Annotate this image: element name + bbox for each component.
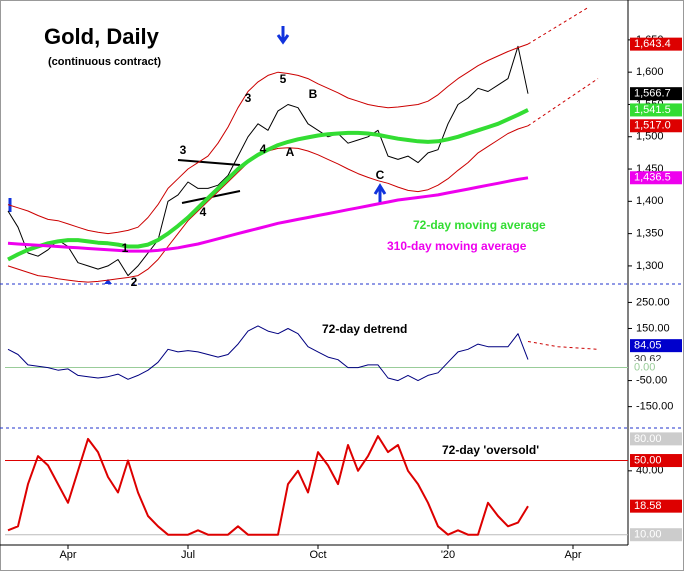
series-line	[7, 108, 529, 262]
x-tick-label: Apr	[564, 549, 581, 561]
y-tick-label: 250.00	[636, 296, 670, 308]
wave-label: 2	[131, 275, 138, 289]
value-tag-label: 84.05	[634, 340, 662, 352]
value-tag	[630, 454, 682, 468]
legend-label: 72-day moving average	[413, 218, 546, 232]
value-tag	[630, 432, 682, 446]
value-tag-label: 50.00	[634, 454, 662, 466]
panel-title: 72-day detrend	[322, 322, 407, 336]
y-tick-label: 150.00	[636, 322, 670, 334]
value-tag-label: 1,517.0	[634, 120, 671, 132]
value-tag	[630, 361, 682, 375]
legend-label: 310-day moving average	[387, 239, 527, 253]
value-tag	[630, 528, 682, 542]
x-tick-label: '20	[441, 549, 455, 561]
wave-label: B	[309, 87, 318, 101]
x-tick-label: Jul	[181, 549, 195, 561]
panel-title: 72-day 'oversold'	[442, 443, 539, 457]
value-tag	[630, 103, 682, 117]
value-tag-label: 1,541.5	[634, 104, 671, 116]
wave-label: 4	[260, 142, 267, 156]
series-line	[7, 325, 529, 382]
value-tag	[630, 339, 682, 353]
series-line	[7, 176, 529, 253]
projection	[527, 341, 599, 350]
value-tag-label: 0.00	[634, 361, 655, 373]
wave-label: 3	[245, 91, 252, 105]
wave-label: 1	[122, 241, 129, 255]
y-tick-label: 40.00	[636, 465, 664, 477]
value-tag	[630, 37, 682, 51]
y-tick-label: -50.00	[636, 374, 667, 386]
value-tag-label: 1,436.5	[634, 172, 671, 184]
value-tag	[630, 171, 682, 185]
arrow-up	[373, 183, 387, 203]
value-tag	[630, 499, 682, 513]
chart-subtitle: (continuous contract)	[48, 56, 161, 68]
y-tick-label: 1,300	[636, 260, 664, 272]
x-tick-label: Oct	[309, 549, 326, 561]
value-tag	[630, 87, 682, 101]
value-tag-label: 18.58	[634, 500, 662, 512]
wave-label: A	[286, 145, 295, 159]
wave-label: 4	[200, 205, 207, 219]
value-tag-label: 10.00	[634, 529, 662, 541]
y-tick-label: 1,350	[636, 228, 664, 240]
trendline	[177, 159, 241, 166]
wave-label: C	[376, 168, 385, 182]
value-tag	[630, 119, 682, 133]
y-tick-label: 1,500	[636, 131, 664, 143]
x-tick-label: Apr	[59, 549, 76, 561]
value-tag-label: 80.00	[634, 433, 662, 445]
wave-label: 3	[180, 143, 187, 157]
y-tick-label: -150.00	[636, 401, 673, 413]
value-tag-label: 1,566.7	[634, 88, 671, 100]
marker	[104, 279, 112, 284]
value-tag-label: 1,643.4	[634, 38, 671, 50]
wave-label: 5	[280, 72, 287, 86]
y-tick-label: 1,400	[636, 195, 664, 207]
projection	[527, 78, 599, 127]
series-line	[7, 43, 529, 235]
y-tick-label: 1,600	[636, 66, 664, 78]
chart-title: Gold, Daily	[44, 24, 160, 49]
arrow-down	[276, 26, 290, 45]
series-line	[7, 435, 529, 536]
